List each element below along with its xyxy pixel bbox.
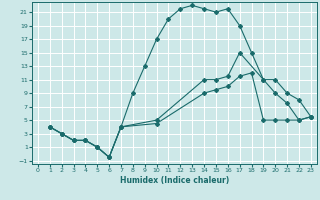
X-axis label: Humidex (Indice chaleur): Humidex (Indice chaleur) <box>120 176 229 185</box>
